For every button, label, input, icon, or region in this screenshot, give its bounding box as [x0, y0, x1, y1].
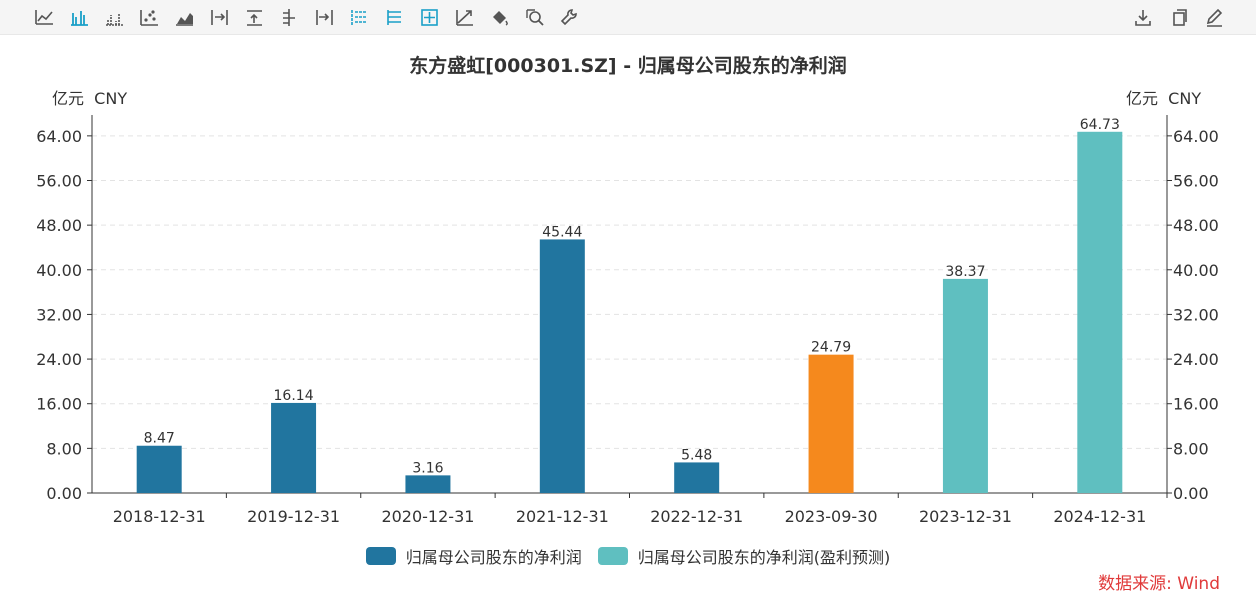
- bar: [942, 278, 988, 493]
- bar-value-label: 16.14: [274, 388, 314, 404]
- y-tick-label-right: 24.00: [1173, 350, 1219, 369]
- y-tick-label-left: 40.00: [36, 261, 82, 280]
- y-tick-label-left: 32.00: [36, 305, 82, 324]
- y-axis-unit-right: 亿元 CNY: [1126, 89, 1202, 108]
- zoom-search-icon[interactable]: [523, 6, 545, 28]
- y-tick-label-left: 0.00: [46, 484, 82, 503]
- x-tick-label: 2024-12-31: [1053, 507, 1146, 526]
- trend-icon[interactable]: [453, 6, 475, 28]
- y-tick-label-right: 40.00: [1173, 261, 1219, 280]
- legend-label-forecast: 归属母公司股东的净利润(盈利预测): [637, 548, 891, 567]
- x-tick-label: 2021-12-31: [516, 507, 609, 526]
- fill-bucket-icon[interactable]: [488, 6, 510, 28]
- bar: [136, 445, 182, 493]
- bar: [405, 475, 451, 493]
- x-tick-label: 2020-12-31: [381, 507, 474, 526]
- bar-value-label: 8.47: [144, 431, 175, 447]
- bar-value-label: 45.44: [542, 224, 582, 240]
- align-right-end-icon[interactable]: [313, 6, 335, 28]
- grouped-bar-icon[interactable]: [103, 6, 125, 28]
- legend-label-actual: 归属母公司股东的净利润: [405, 548, 582, 567]
- x-tick-label: 2019-12-31: [247, 507, 340, 526]
- x-tick-label: 2023-09-30: [785, 507, 878, 526]
- chart-title: 东方盛虹[000301.SZ] - 归属母公司股东的净利润: [409, 55, 847, 77]
- bar-value-label: 24.79: [811, 340, 851, 356]
- bar-chart: 0.00 0.00 8.00 8.00 16.00 16.00 24.00 24.00 32.0…: [36, 115, 1219, 526]
- chart-area: 东方盛虹[000301.SZ] - 归属母公司股东的净利润 亿元 CNY 亿元 …: [0, 35, 1256, 604]
- align-center-icon[interactable]: [278, 6, 300, 28]
- legend-item-actual[interactable]: 归属母公司股东的净利润: [365, 544, 582, 568]
- area-chart-icon[interactable]: [173, 6, 195, 28]
- y-tick-label-right: 0.00: [1173, 484, 1209, 503]
- y-tick-label-left: 16.00: [36, 395, 82, 414]
- y-tick-label-right: 16.00: [1173, 395, 1219, 414]
- bar: [539, 239, 585, 493]
- bar: [808, 354, 854, 493]
- x-tick-label: 2018-12-31: [113, 507, 206, 526]
- y-tick-label-right: 56.00: [1173, 172, 1219, 191]
- chart-toolbar: [0, 0, 1256, 35]
- wrench-icon[interactable]: [558, 6, 580, 28]
- legend: 归属母公司股东的净利润 归属母公司股东的净利润(盈利预测): [0, 543, 1256, 569]
- crosshair-icon[interactable]: [418, 6, 440, 28]
- align-right-icon[interactable]: [208, 6, 230, 28]
- copy-icon[interactable]: [1168, 6, 1190, 28]
- list-left-icon[interactable]: [348, 6, 370, 28]
- bar-chart-icon[interactable]: [68, 6, 90, 28]
- y-axis-unit-left: 亿元 CNY: [52, 89, 128, 108]
- y-tick-label-left: 8.00: [46, 439, 82, 458]
- bar: [1077, 131, 1123, 493]
- x-tick-label: 2022-12-31: [650, 507, 743, 526]
- download-icon[interactable]: [1132, 6, 1154, 28]
- bar-value-label: 64.73: [1080, 117, 1120, 133]
- y-tick-label-right: 64.00: [1173, 127, 1219, 146]
- legend-item-forecast[interactable]: 归属母公司股东的净利润(盈利预测): [597, 544, 891, 568]
- bar-value-label: 5.48: [681, 447, 712, 463]
- scatter-icon[interactable]: [138, 6, 160, 28]
- y-tick-label-right: 32.00: [1173, 305, 1219, 324]
- bar-value-label: 3.16: [412, 460, 443, 476]
- y-tick-label-left: 64.00: [36, 127, 82, 146]
- data-source: 数据来源: Wind: [1098, 574, 1220, 594]
- legend-swatch-forecast: [597, 547, 628, 565]
- x-tick-label: 2023-12-31: [919, 507, 1012, 526]
- align-top-icon[interactable]: [243, 6, 265, 28]
- y-tick-label-right: 48.00: [1173, 216, 1219, 235]
- edit-icon[interactable]: [1203, 6, 1225, 28]
- list-grid-icon[interactable]: [383, 6, 405, 28]
- y-tick-label-right: 8.00: [1173, 439, 1209, 458]
- legend-swatch-actual: [365, 547, 396, 565]
- y-tick-label-left: 56.00: [36, 172, 82, 191]
- bar: [674, 462, 720, 493]
- bar-value-label: 38.37: [945, 264, 985, 280]
- y-tick-label-left: 48.00: [36, 216, 82, 235]
- line-chart-icon[interactable]: [33, 6, 55, 28]
- y-tick-label-left: 24.00: [36, 350, 82, 369]
- bar: [271, 402, 317, 493]
